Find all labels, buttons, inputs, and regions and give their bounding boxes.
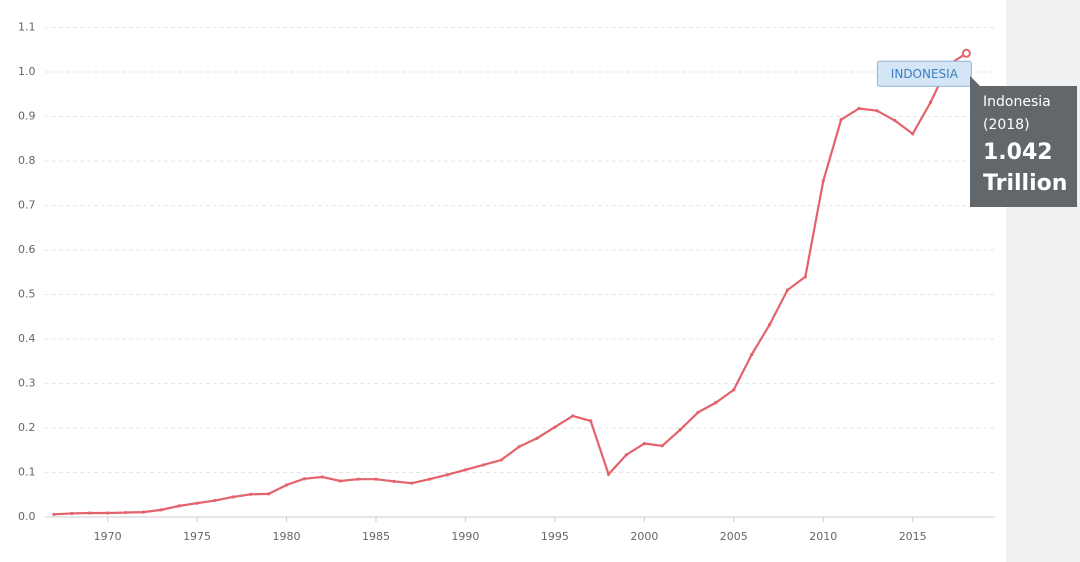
point (159, 508, 163, 512)
y-tick-label: 0.3 (18, 377, 36, 390)
point (893, 118, 897, 123)
y-tick-label: 1.1 (18, 21, 36, 34)
x-tick-label: 2015 (899, 530, 927, 543)
point (750, 352, 754, 357)
point (660, 444, 664, 448)
point (284, 483, 289, 487)
point (356, 477, 360, 481)
x-tick-label: 2000 (630, 530, 658, 543)
point (911, 132, 915, 136)
x-tick-label: 1995 (541, 530, 569, 543)
point (517, 445, 521, 449)
point (123, 510, 128, 515)
y-tick-label: 0.1 (18, 466, 36, 479)
point (589, 419, 593, 423)
point (106, 511, 110, 515)
y-tick-label: 0.7 (18, 199, 36, 212)
point (392, 479, 396, 483)
point (231, 495, 235, 499)
point (624, 453, 629, 457)
point (875, 109, 879, 113)
point (481, 463, 485, 467)
tooltip-period: (2018) (983, 117, 1030, 133)
point (267, 492, 271, 496)
y-tick-label: 0.4 (18, 332, 36, 345)
x-tick-label: 1985 (362, 530, 390, 543)
point (410, 481, 414, 485)
tooltip-unit: Trillion (983, 171, 1067, 196)
point (678, 428, 682, 432)
point (961, 48, 971, 58)
point (52, 512, 56, 516)
x-tick-label: 2005 (720, 530, 748, 543)
point (857, 106, 861, 111)
point (302, 477, 307, 481)
point (213, 498, 217, 503)
x-tick-label: 1990 (451, 530, 479, 543)
point (571, 414, 575, 418)
point (535, 436, 539, 440)
point (141, 510, 145, 514)
x-tick-label: 2010 (809, 530, 837, 543)
point (70, 511, 74, 516)
x-tick-label: 1975 (183, 530, 211, 543)
series-label: INDONESIA (891, 67, 959, 81)
point (445, 473, 450, 477)
point (732, 388, 736, 392)
side-panel (1006, 0, 1080, 562)
point (320, 475, 324, 479)
point (606, 472, 611, 476)
point (696, 410, 700, 415)
tooltip-name: Indonesia (983, 94, 1051, 110)
point (767, 323, 772, 327)
point (553, 425, 557, 429)
point (785, 288, 790, 292)
point (714, 401, 718, 405)
y-tick-label: 0.5 (18, 288, 36, 301)
tooltip-value: 1.042 (983, 140, 1053, 165)
y-tick-label: 0.2 (18, 421, 36, 434)
point (499, 458, 503, 462)
y-tick-label: 1.0 (18, 65, 36, 78)
point (839, 118, 843, 122)
x-tick-label: 1970 (94, 530, 122, 543)
line (53, 52, 967, 516)
point (374, 477, 378, 481)
point (642, 441, 646, 446)
y-tick-label: 0.9 (18, 110, 36, 123)
x-tick-label: 1980 (273, 530, 301, 543)
y-tick-label: 0.0 (18, 510, 36, 523)
point (88, 511, 92, 515)
y-tick-label: 0.6 (18, 243, 36, 256)
point (928, 100, 933, 104)
point (249, 492, 253, 496)
point (195, 501, 199, 505)
point (338, 479, 342, 483)
point (177, 504, 181, 508)
point (803, 275, 807, 279)
tooltip-box (970, 76, 1077, 207)
point (428, 477, 432, 481)
y-tick-label: 0.8 (18, 154, 36, 167)
point (463, 468, 468, 472)
series-label-box (876, 60, 972, 87)
point (821, 179, 825, 183)
